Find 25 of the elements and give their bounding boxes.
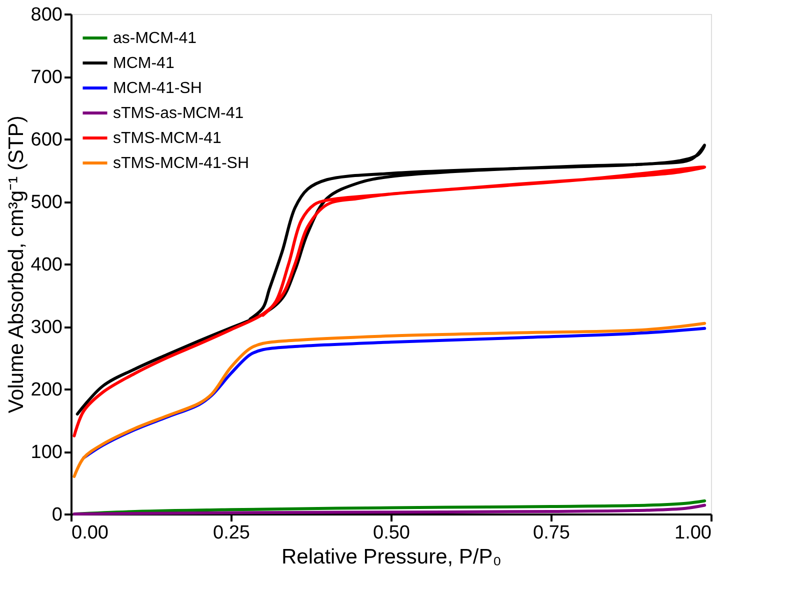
- y-tick-label: 800: [30, 4, 62, 26]
- legend-label: sTMS-as-MCM-41: [113, 105, 244, 122]
- y-tick-label: 300: [30, 317, 62, 338]
- x-tick-label: 0.75: [533, 522, 570, 544]
- line-series: [72, 504, 706, 516]
- legend-label: sTMS-MCM-41-SH: [113, 155, 249, 172]
- y-tick-label: 0: [52, 504, 62, 526]
- legend-label: MCM-41: [113, 55, 174, 72]
- y-tick-label: 700: [30, 67, 62, 88]
- y-tick-label: 200: [30, 380, 62, 400]
- legend-label: MCM-41-SH: [113, 80, 202, 97]
- y-axis-title: Volume Absorbed, cm³g⁻¹ (STP): [4, 116, 28, 414]
- x-tick-label: 0.00: [72, 522, 108, 544]
- line-series: [76, 144, 706, 416]
- x-tick-label: 0.50: [373, 522, 410, 544]
- y-tick-label: 600: [30, 130, 62, 150]
- x-tick-label: 0.25: [213, 522, 250, 544]
- y-tick-label: 400: [30, 254, 62, 276]
- x-tick-label: 1.00: [674, 522, 712, 544]
- line-series: [72, 322, 706, 478]
- legend-label: sTMS-MCM-41: [113, 130, 222, 147]
- x-axis-title: Relative Pressure, P/P₀: [282, 546, 502, 568]
- legend-label: as-MCM-41: [113, 30, 197, 47]
- y-tick-label: 100: [30, 442, 62, 463]
- y-tick-label: 500: [30, 192, 62, 213]
